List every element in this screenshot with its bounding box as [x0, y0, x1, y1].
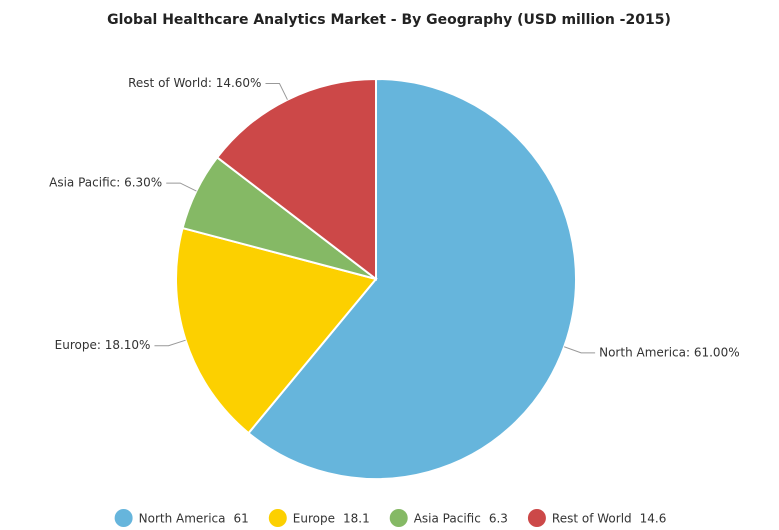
- slice-label: North America: 61.00%: [599, 345, 740, 359]
- slice-label: Europe: 18.10%: [55, 338, 151, 352]
- legend-value: 61: [234, 512, 249, 526]
- legend-label: Europe: [293, 512, 335, 526]
- leader-line: [265, 83, 288, 100]
- slice-label: Asia Pacific: 6.30%: [49, 176, 162, 190]
- legend-value: 14.6: [640, 512, 667, 526]
- leader-line: [564, 346, 596, 354]
- legend-swatch: [114, 509, 133, 527]
- legend-swatch: [389, 509, 408, 527]
- slice-label: Rest of World: 14.60%: [128, 76, 261, 90]
- pie-slice: [215, 77, 377, 282]
- legend-label: Rest of World: [552, 512, 632, 526]
- leader-line: [166, 182, 197, 192]
- legend-value: 6.3: [489, 512, 508, 526]
- legend-label: North America: [139, 512, 226, 526]
- pie-slice: [247, 77, 577, 480]
- chart-title: Global Healthcare Analytics Market - By …: [107, 12, 671, 28]
- leader-line: [154, 339, 186, 347]
- legend-value: 18.1: [343, 512, 370, 526]
- legend-swatch: [268, 509, 287, 527]
- legend-label: Asia Pacific: [414, 512, 481, 526]
- legend-swatch: [527, 509, 546, 527]
